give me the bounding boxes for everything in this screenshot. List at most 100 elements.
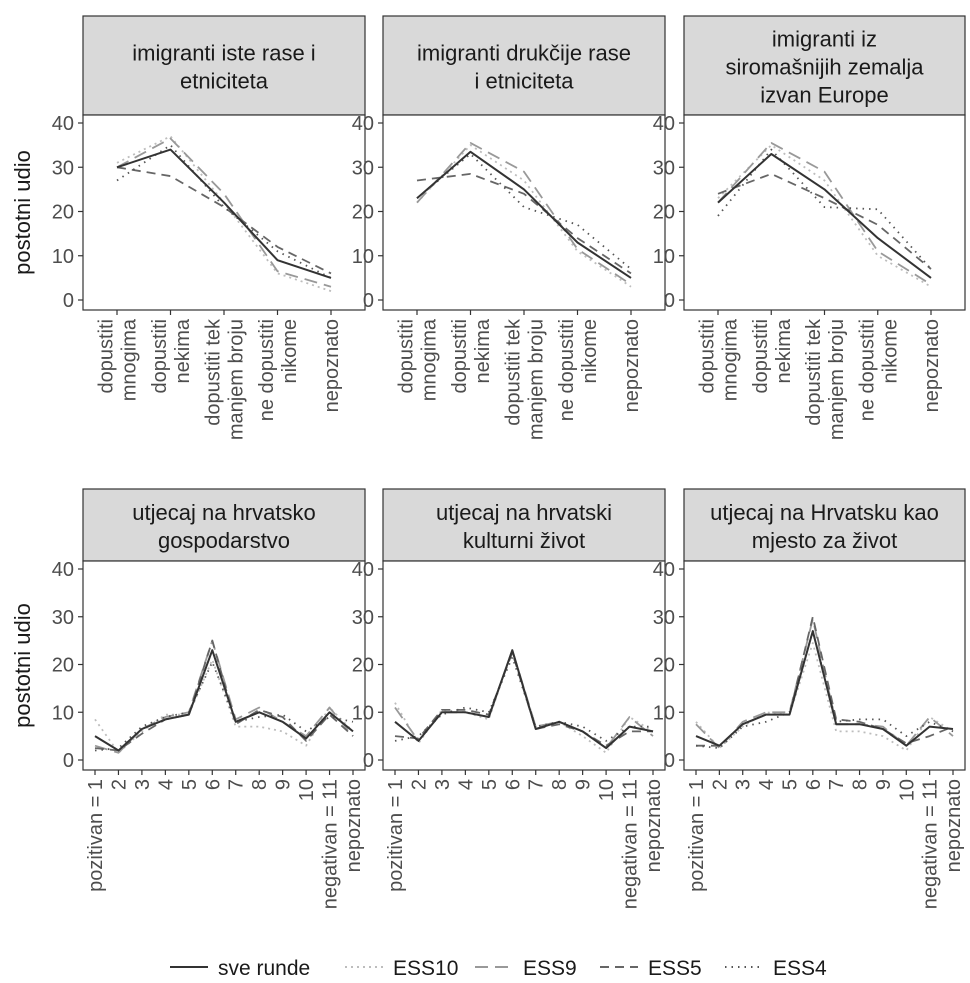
x-tick-label: ne dopustitinikome: [856, 319, 901, 421]
series-line-ess5: [416, 172, 632, 275]
series-line-ess9: [416, 141, 632, 286]
x-tick-label: ne dopustitinikome: [256, 319, 301, 421]
x-tick-label: 7: [526, 779, 548, 790]
y-tick-label: 0: [63, 750, 74, 772]
x-tick-label: ne dopustitinikome: [556, 319, 601, 421]
y-tick-label: 0: [363, 290, 374, 312]
y-tick-label: 40: [352, 559, 374, 581]
panel-1: imigranti iste rase i etniciteta 0 10 20 30 40…: [10, 15, 366, 440]
series-line-ess10: [717, 144, 932, 288]
x-tick-label: dopustitimnogima: [96, 318, 141, 401]
x-tick-label: 6: [202, 779, 224, 790]
y-tick-label: 40: [352, 113, 374, 135]
y-tick-label: 40: [653, 559, 675, 581]
series-line-ess10: [94, 658, 354, 754]
x-tick-label: pozitivan = 1: [686, 779, 708, 892]
legend-label: ESS10: [393, 957, 458, 978]
x-tick-label: 4: [455, 779, 477, 790]
y-axis-label: postotni udio: [10, 150, 35, 275]
legend-label: ESS9: [523, 957, 577, 978]
x-tick-label: nepoznato: [921, 319, 943, 412]
y-tick-label: 10: [653, 702, 675, 724]
plot-area: [382, 114, 666, 311]
y-tick-label: 20: [653, 202, 675, 224]
y-tick-label: 30: [352, 607, 374, 629]
panel-header: [82, 15, 366, 116]
y-tick-label: 0: [664, 750, 675, 772]
series-line-sve-runde: [416, 150, 632, 279]
y-tick-label: 20: [352, 655, 374, 677]
panel-title: utjecaj na hrvatsko gospodarstvo: [132, 500, 315, 553]
panel-header: [683, 488, 966, 562]
x-tick-label: pozitivan = 1: [385, 779, 407, 892]
x-tick-label: 2: [709, 779, 731, 790]
panel-title: imigranti iz siromašnijih zemalja izvan Eu…: [725, 27, 924, 108]
plot-area: [82, 560, 366, 771]
plot-area: [683, 114, 966, 311]
series-line-ess4: [717, 148, 932, 270]
panel-header: [683, 15, 966, 116]
x-tick-label: 6: [803, 779, 825, 790]
series-line-sve-runde: [94, 649, 354, 752]
x-tick-label: negativan = 11: [320, 779, 342, 909]
series-line-sve-runde: [717, 153, 932, 279]
y-tick-label: 20: [52, 655, 74, 677]
legend-item: ESS5: [600, 957, 702, 980]
legend-label: ESS5: [648, 957, 702, 978]
x-tick-label: dopustitimnogima: [697, 318, 742, 401]
y-tick-label: 0: [63, 290, 74, 312]
x-tick-label: 8: [249, 779, 271, 790]
x-tick-label: 10: [596, 779, 618, 801]
y-tick-label: 30: [653, 157, 675, 179]
x-tick-label: 5: [179, 779, 201, 790]
series-line-ess5: [94, 639, 354, 752]
x-tick-label: dopustitinekima: [149, 318, 194, 393]
x-tick-label: pozitivan = 1: [85, 779, 107, 892]
series-line-ess4: [116, 144, 332, 279]
y-tick-label: 10: [653, 246, 675, 268]
panel-header: [382, 488, 666, 562]
series-line-sve-runde: [394, 649, 654, 750]
x-tick-label: 7: [826, 779, 848, 790]
panel-header: [382, 15, 666, 116]
x-tick-label: negativan = 11: [620, 779, 642, 909]
series-line-ess9: [116, 137, 332, 288]
y-tick-label: 10: [52, 246, 74, 268]
y-tick-label: 20: [653, 655, 675, 677]
x-tick-label: nepoznato: [621, 319, 643, 412]
y-tick-label: 0: [363, 750, 374, 772]
x-tick-label: 9: [273, 779, 295, 790]
x-tick-label: 3: [432, 779, 454, 790]
x-tick-label: 4: [756, 779, 778, 790]
panel-header: [82, 488, 366, 562]
x-tick-label: 3: [132, 779, 154, 790]
panel-title: utjecaj na Hrvatsku kao mjesto za život: [710, 500, 939, 553]
panel-title: utjecaj na hrvatski kulturni život: [436, 500, 612, 553]
x-tick-label: nepoznato: [321, 319, 343, 412]
x-tick-label: dopustitinekima: [750, 318, 795, 393]
series-line-ess10: [416, 144, 632, 288]
y-tick-label: 30: [52, 157, 74, 179]
x-tick-label: 10: [296, 779, 318, 801]
y-tick-label: 30: [352, 157, 374, 179]
x-tick-label: 7: [226, 779, 248, 790]
plot-area: [82, 114, 366, 311]
y-tick-label: 20: [352, 202, 374, 224]
series-line-ess9: [717, 141, 932, 286]
x-tick-label: 10: [896, 779, 918, 801]
panel-title: imigranti iste rase i etniciteta: [132, 41, 315, 94]
x-tick-label: nepoznato: [943, 779, 965, 872]
legend-item: ESS4: [725, 957, 827, 980]
y-tick-label: 10: [352, 702, 374, 724]
x-tick-label: dopustiti tekmanjem broju: [803, 318, 848, 440]
series-line-sve-runde: [116, 148, 332, 279]
y-tick-label: 10: [52, 702, 74, 724]
series-line-ess10: [695, 642, 954, 752]
plot-area: [382, 560, 666, 771]
x-tick-label: 8: [850, 779, 872, 790]
x-tick-label: 5: [479, 779, 501, 790]
y-tick-label: 40: [52, 559, 74, 581]
x-tick-label: dopustiti tekmanjem broju: [503, 318, 548, 440]
x-tick-label: 4: [155, 779, 177, 790]
x-tick-label: dopustiti tekmanjem broju: [203, 318, 248, 440]
